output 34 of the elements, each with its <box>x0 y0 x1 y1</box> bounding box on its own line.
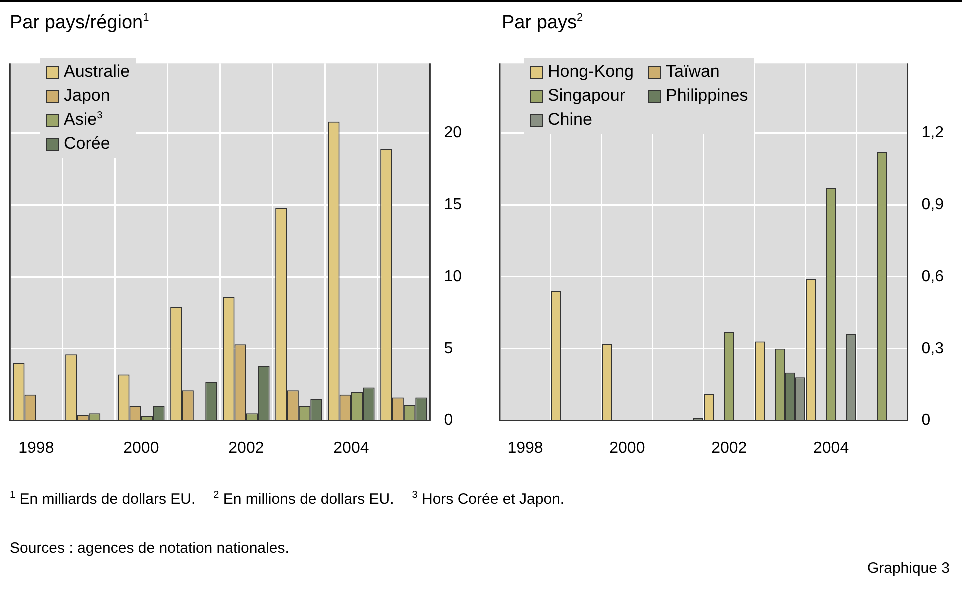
x-tick-label: 1998 <box>18 440 54 457</box>
legend-label: Corée <box>64 134 110 154</box>
y-tick-label: 15 <box>444 196 462 214</box>
x-tick-label: 2004 <box>814 440 850 457</box>
y-tick-label: 0 <box>444 412 454 430</box>
legend-label: Japon <box>64 86 110 106</box>
legend-label: Hong-Kong <box>548 62 634 82</box>
legend-label: Singapour <box>548 86 626 106</box>
text: Graphique 3 <box>867 560 950 577</box>
legend-label: Philippines <box>666 86 748 106</box>
source-note: Sources : agences de notation nationales. <box>10 540 290 557</box>
text: $^{1}$ En milliards de dollars EU. <box>10 490 196 508</box>
x-tick-label: 2002 <box>228 440 264 457</box>
y-tick-label: 0 <box>922 412 931 430</box>
text: $^{2}$ En millions de dollars EU. <box>214 490 394 508</box>
legend-label: Asie$^{3}$ <box>64 110 103 130</box>
legend-label: Taïwan <box>666 62 720 82</box>
x-tick-label: 2000 <box>610 440 646 457</box>
x-tick-label: 2004 <box>334 440 370 457</box>
x-tick-label: 2002 <box>712 440 748 457</box>
legend-label: Chine <box>548 110 592 130</box>
y-tick-label: 1,2 <box>922 124 944 142</box>
chart-title: Par pays$^{2}$ <box>502 12 584 34</box>
legend-label: Australie <box>64 62 130 82</box>
y-tick-label: 0,3 <box>922 340 944 358</box>
y-tick-label: 5 <box>444 340 454 358</box>
y-tick-label: 0,6 <box>922 268 944 286</box>
text: $^{3}$ Hors Corée et Japon. <box>412 490 565 508</box>
y-tick-label: 10 <box>444 268 462 286</box>
y-tick-label: 20 <box>444 124 462 142</box>
x-tick-label: 2000 <box>124 440 160 457</box>
x-tick-label: 1998 <box>508 440 544 457</box>
chart-title: Par pays/région$^{1}$ <box>10 12 150 34</box>
y-tick-label: 0,9 <box>922 196 944 214</box>
